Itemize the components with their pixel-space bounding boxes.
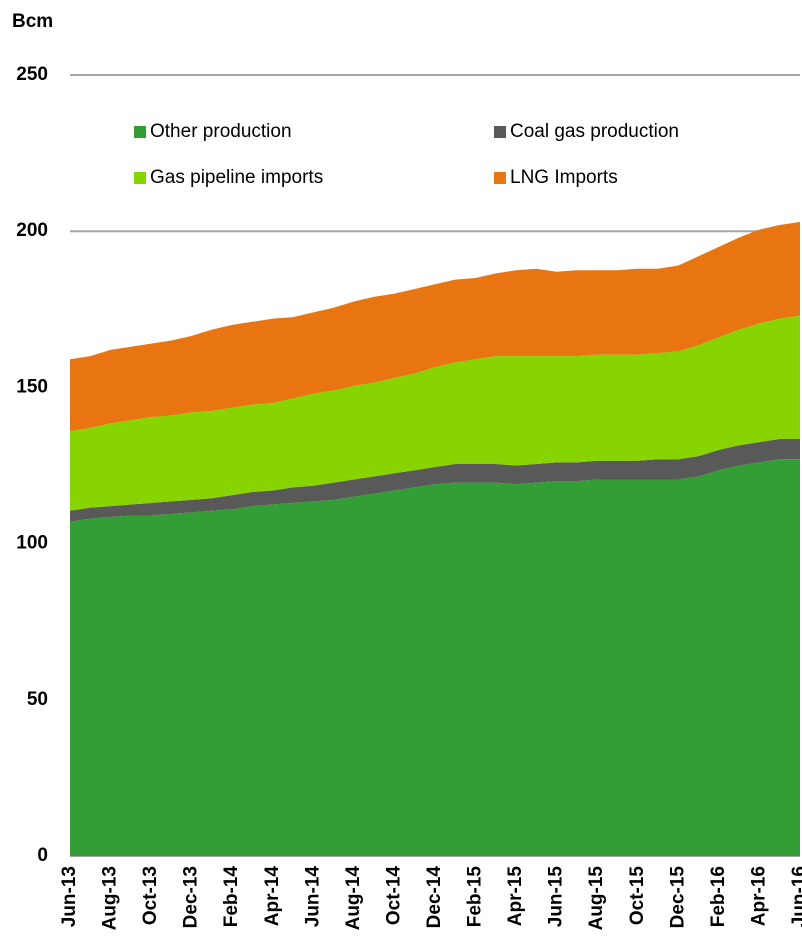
y-tick-label: 100: [16, 533, 48, 554]
area: [70, 315, 800, 511]
legend-swatch: [134, 126, 146, 138]
y-axis-label: Bcm: [12, 11, 53, 32]
x-tick-label: Jun-16: [789, 866, 802, 927]
x-tick-label: Dec-13: [181, 866, 202, 928]
x-tick-label: Jun-13: [59, 866, 80, 927]
legend-label: Other production: [150, 121, 292, 142]
x-tick-label: Apr-16: [748, 866, 769, 926]
areas: [70, 221, 800, 856]
x-tick-label: Aug-13: [100, 866, 121, 930]
x-tick-label: Oct-14: [383, 866, 404, 926]
legend: Other production Coal gas production Gas p…: [134, 121, 679, 188]
legend-label: Coal gas production: [510, 121, 679, 142]
x-tick-label: Feb-16: [708, 866, 729, 927]
area: [70, 459, 800, 856]
x-tick-label: Dec-15: [667, 866, 688, 929]
x-tick-label: Jun-14: [302, 866, 323, 928]
x-tick-label: Apr-14: [262, 866, 283, 927]
area: [70, 221, 800, 432]
x-tick-label: Dec-14: [424, 866, 445, 929]
x-tick-label: Jun-15: [546, 866, 567, 928]
x-tick-label: Apr-15: [505, 866, 526, 927]
legend-swatch: [494, 172, 506, 184]
x-tick-label: Feb-15: [465, 866, 486, 928]
legend-label: Gas pipeline imports: [150, 167, 323, 188]
x-tick-label: Aug-14: [343, 866, 364, 931]
legend-swatch: [494, 126, 506, 138]
y-tick-label: 150: [16, 376, 48, 397]
y-tick-label: 200: [16, 220, 48, 241]
x-tick-label: Feb-14: [221, 866, 242, 928]
x-tick-label: Aug-15: [586, 866, 607, 931]
y-tick-label: 50: [27, 689, 48, 710]
y-tick-label: 0: [37, 845, 48, 866]
area: [70, 438, 800, 522]
legend-swatch: [134, 172, 146, 184]
x-tick-label: Oct-13: [140, 866, 161, 925]
axes: 0 50 100 150 200 250 Jun-13 Aug-13 Oct-13 Dec-13 F…: [16, 64, 802, 930]
x-tick-label: Oct-15: [627, 866, 648, 926]
legend-label: LNG Imports: [510, 167, 618, 188]
y-tick-label: 250: [16, 64, 48, 85]
